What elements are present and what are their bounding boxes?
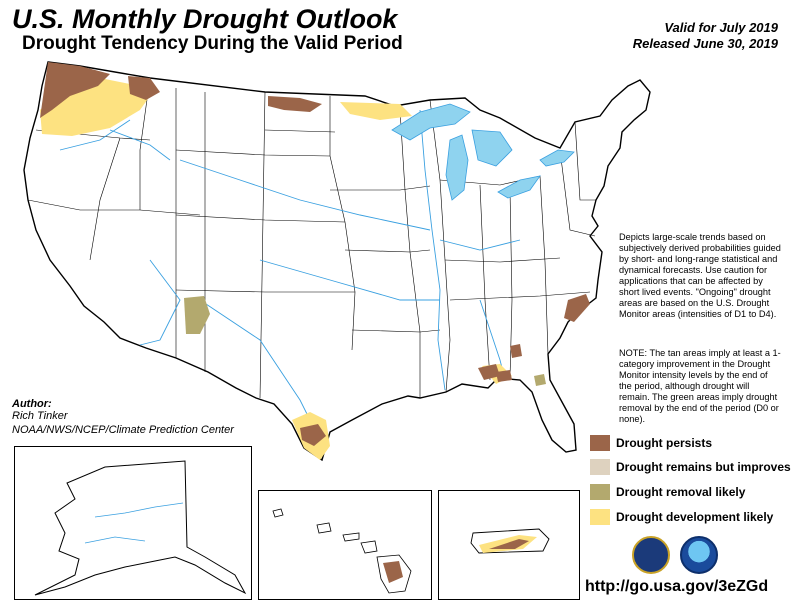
legend-swatch-persists [590,435,610,451]
island-oahu [316,522,332,534]
legend-item-development: Drought development likely [590,508,773,526]
puerto-rico-persists [489,539,529,549]
drought-persists-areas [40,62,590,446]
doc-seal-icon [632,536,670,574]
persists-south-texas [300,424,326,446]
legend-swatch-removal [590,484,610,500]
legend-label-persists: Drought persists [616,436,713,450]
persists-gulf [496,370,512,382]
persists-washington-east [128,76,160,100]
persists-georgia [510,344,522,358]
map-subtitle: Drought Tendency During the Valid Period [22,33,403,54]
map-title: U.S. Monthly Drought Outlook [12,4,398,34]
removal-georgia [534,374,546,386]
puerto-rico-inset [438,490,580,600]
legend-item-removal: Drought removal likely [590,483,745,501]
drought-removal-areas [184,296,546,386]
tan-areas-note: NOTE: The tan areas imply at least a 1-c… [619,348,781,424]
island-maui [360,540,378,554]
alaska-outline [34,460,247,596]
hawaii-drought-persists [383,561,403,583]
lake-erie [497,175,541,199]
lake-huron [471,129,513,167]
alaska-map [34,460,247,596]
persists-alabama [478,364,500,380]
legend-item-improves: Drought remains but improves [590,458,791,476]
great-lakes [391,103,575,201]
legend-swatch-development [590,509,610,525]
author-label: Author: [12,398,52,410]
lake-superior [391,103,471,141]
hawaii-map [272,508,412,594]
island-molokai [342,532,360,542]
author-name: Rich Tinker [12,410,68,422]
island-kauai [272,508,284,518]
release-date: Released June 30, 2019 [632,36,778,51]
lake-ontario [539,149,575,167]
alaska-inset [14,446,252,600]
legend-label-removal: Drought removal likely [616,485,746,499]
author-organization: NOAA/NWS/NCEP/Climate Prediction Center [12,424,234,436]
development-northern-plains [340,102,412,120]
valid-period: Valid for July 2019 [664,20,778,35]
state-boundaries [27,77,596,399]
legend-label-development: Drought development likely [616,510,774,524]
hawaii-inset [258,490,432,600]
lake-michigan [445,134,469,201]
puerto-rico-map [470,528,550,554]
outlook-description: Depicts large-scale trends based on subj… [619,232,781,319]
persists-north-dakota [268,96,322,112]
persists-washington [40,62,110,118]
legend-swatch-improves [590,459,610,475]
persists-north-carolina [564,294,590,322]
removal-new-mexico [184,296,210,334]
noaa-logo-icon [680,536,718,574]
legend-label-improves: Drought remains but improves [616,460,791,474]
legend-item-persists: Drought persists [590,434,712,452]
outlook-url[interactable]: http://go.usa.gov/3eZGd [585,578,769,595]
